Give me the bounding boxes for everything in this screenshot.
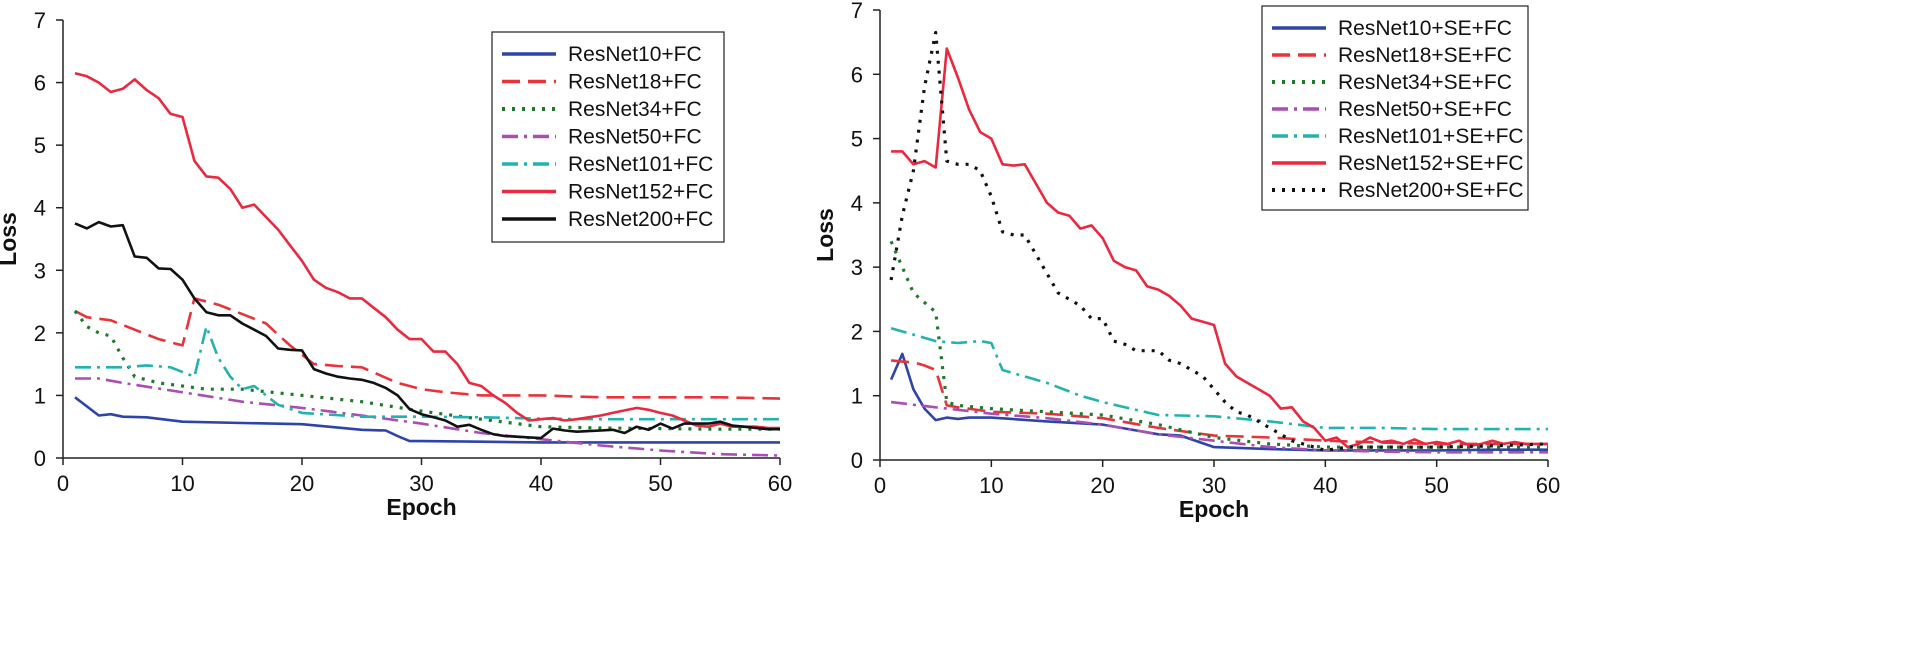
x-tick-label: 40 bbox=[1313, 473, 1337, 498]
y-tick-label: 7 bbox=[851, 0, 863, 23]
series-line-resnet200-fc bbox=[74, 220, 780, 440]
legend-label: ResNet18+FC bbox=[568, 71, 702, 94]
series-line-resnet50-se-fc bbox=[890, 400, 1548, 454]
legend-label: ResNet18+SE+FC bbox=[1338, 44, 1512, 67]
x-axis-title: Epoch bbox=[386, 494, 456, 520]
series-line-resnet34-fc bbox=[73, 310, 780, 431]
y-tick-label: 5 bbox=[851, 127, 863, 152]
legend: ResNet10+FC ResNet18+FC ResNet34+FC ResNet5… bbox=[491, 31, 725, 243]
series-line-resnet152-se-fc bbox=[891, 47, 1548, 449]
legend-label: ResNet200+FC bbox=[568, 208, 713, 231]
series-line-resnet50-fc bbox=[75, 377, 781, 457]
y-tick-label: 0 bbox=[851, 448, 863, 473]
x-tick-label: 40 bbox=[529, 471, 553, 496]
y-tick-label: 0 bbox=[34, 446, 46, 471]
y-tick-label: 2 bbox=[851, 319, 863, 344]
x-tick-label: 30 bbox=[1202, 473, 1226, 498]
legend-label: ResNet152+FC bbox=[568, 181, 713, 204]
chart-right: 0 10 20 30 40 50 60 0 1 2 3 4 5 6 7 Epoch Loss ResNet10+S… bbox=[812, 0, 1560, 522]
x-tick-label: 20 bbox=[1090, 473, 1114, 498]
legend-label: ResNet34+SE+FC bbox=[1338, 71, 1512, 94]
y-tick-label: 1 bbox=[34, 383, 46, 408]
y-tick-label: 7 bbox=[34, 8, 46, 33]
y-axis-title: Loss bbox=[812, 208, 838, 262]
y-tick-label: 6 bbox=[851, 62, 863, 87]
legend-label: ResNet34+FC bbox=[568, 98, 702, 121]
x-tick-label: 0 bbox=[57, 471, 69, 496]
x-tick-label: 60 bbox=[768, 471, 792, 496]
legend-label: ResNet152+SE+FC bbox=[1338, 152, 1524, 175]
x-tick-label: 50 bbox=[648, 471, 672, 496]
legend-label: ResNet50+SE+FC bbox=[1338, 98, 1512, 121]
y-tick-label: 2 bbox=[34, 321, 46, 346]
y-tick-label: 4 bbox=[851, 191, 863, 216]
legend: ResNet10+SE+FC ResNet18+SE+FC ResNet34+SE+… bbox=[1261, 5, 1529, 211]
y-tick-label: 1 bbox=[851, 384, 863, 409]
series-line-resnet10-se-fc bbox=[889, 352, 1548, 452]
y-tick-label: 3 bbox=[851, 255, 863, 280]
legend-label: ResNet10+SE+FC bbox=[1338, 17, 1512, 40]
x-tick-label: 30 bbox=[409, 471, 433, 496]
x-tick-label: 0 bbox=[874, 473, 886, 498]
series-line-resnet101-fc bbox=[75, 325, 780, 421]
legend-label: ResNet101+SE+FC bbox=[1338, 125, 1524, 148]
series-line-resnet152-fc bbox=[74, 71, 780, 430]
x-tick-label: 10 bbox=[979, 473, 1003, 498]
legend-label: ResNet50+FC bbox=[568, 126, 702, 149]
legend-box bbox=[491, 31, 725, 243]
y-tick-label: 6 bbox=[34, 71, 46, 96]
y-tick-label: 4 bbox=[34, 196, 46, 221]
series-line-resnet101-se-fc bbox=[890, 326, 1548, 431]
x-tick-label: 50 bbox=[1424, 473, 1448, 498]
legend-label: ResNet200+SE+FC bbox=[1338, 179, 1524, 202]
series-line-resnet18-se-fc bbox=[890, 359, 1548, 446]
legend-label: ResNet101+FC bbox=[568, 153, 713, 176]
x-axis-title: Epoch bbox=[1179, 496, 1249, 522]
chart-left: 0 10 20 30 40 50 60 0 1 2 3 4 5 6 7 Epoch Loss ResNet10+F… bbox=[0, 8, 792, 520]
x-tick-label: 20 bbox=[290, 471, 314, 496]
y-axis-title: Loss bbox=[0, 212, 21, 266]
legend-label: ResNet10+FC bbox=[568, 43, 702, 66]
x-tick-label: 10 bbox=[170, 471, 194, 496]
y-tick-label: 5 bbox=[34, 133, 46, 158]
y-tick-label: 3 bbox=[34, 258, 46, 283]
x-tick-label: 60 bbox=[1536, 473, 1560, 498]
series-line-resnet18-fc bbox=[74, 297, 781, 400]
series-line-resnet10-fc bbox=[74, 396, 780, 444]
